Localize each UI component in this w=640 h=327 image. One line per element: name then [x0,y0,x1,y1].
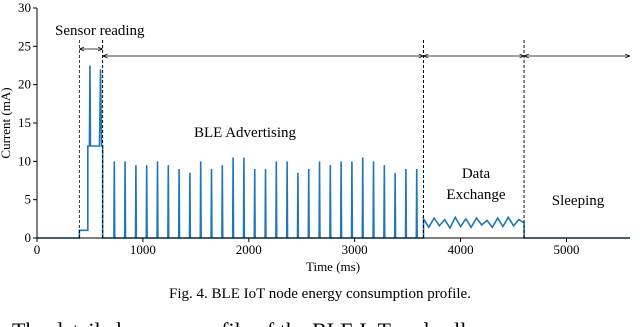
x-tick-label: 1000 [130,242,156,257]
y-tick-label: 30 [18,0,31,15]
current-trace [37,65,630,239]
x-tick-label: 3000 [342,242,368,257]
phase-label: BLE Advertising [194,125,297,141]
y-tick-label: 25 [18,38,31,53]
phase-label: Sleeping [552,193,605,209]
y-tick-label: 0 [25,230,32,245]
phase-label: Sensor reading [55,23,145,39]
x-axis-label: Time (ms) [306,259,360,274]
x-tick-label: 0 [34,242,41,257]
y-tick-label: 20 [18,77,31,92]
y-axis-label: Current (mA) [0,87,13,158]
x-tick-label: 4000 [448,242,474,257]
y-tick-label: 10 [18,153,31,168]
caption: Fig. 4. BLE IoT node energy consumption … [169,286,471,302]
phase-label: Exchange [446,187,505,203]
y-tick-label: 5 [25,192,32,207]
body-text: The detailed energy profile of the BLE I… [12,318,466,327]
y-tick-label: 15 [18,115,31,130]
x-tick-label: 5000 [553,242,579,257]
phase-label: Data [462,166,491,182]
x-tick-label: 2000 [236,242,262,257]
